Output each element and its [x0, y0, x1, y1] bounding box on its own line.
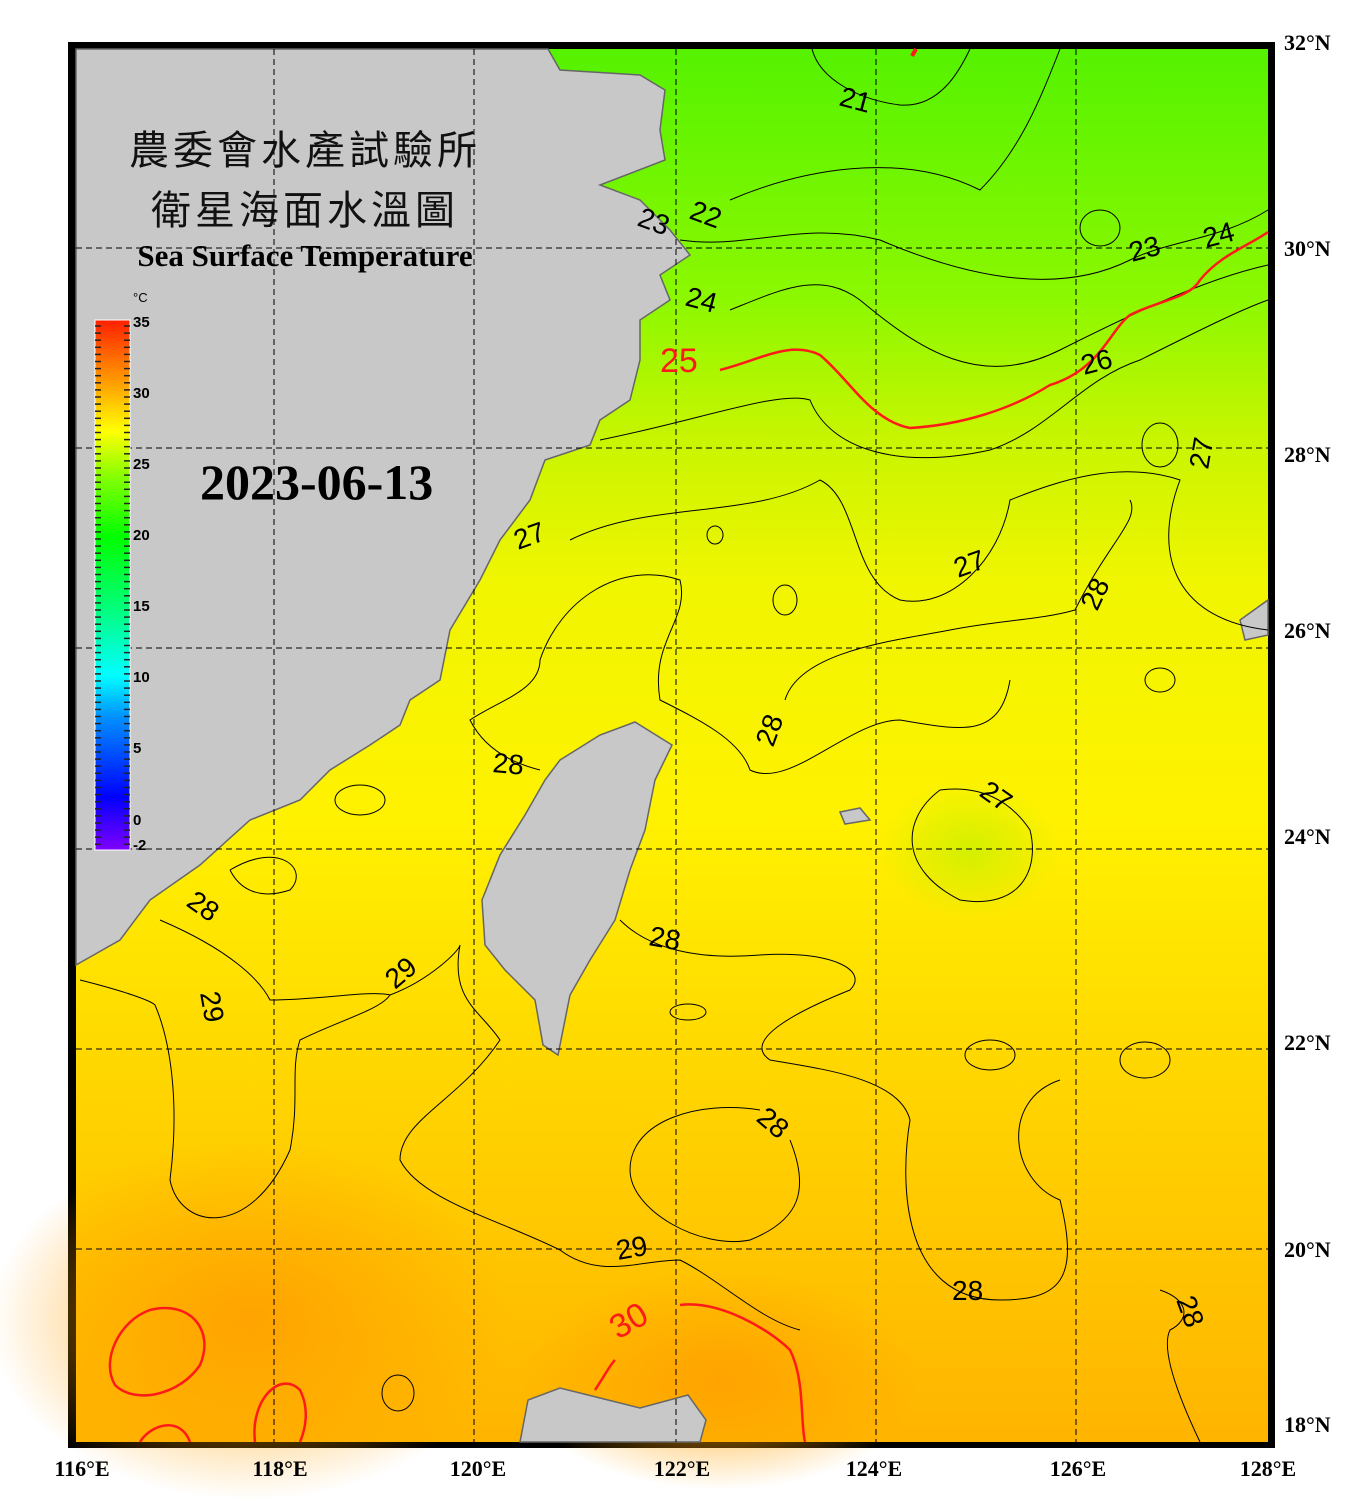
contour-label-28: 28	[647, 920, 683, 956]
highlight-isotherms	[108, 48, 1269, 1443]
isotherm-29c	[79, 979, 391, 1219]
isotherm-21	[811, 48, 971, 106]
longitude-label: 126°E	[1049, 1456, 1107, 1481]
luzon	[519, 1387, 707, 1443]
isotherm-28c	[619, 919, 1068, 1301]
latitude-label: 24°N	[1284, 824, 1331, 849]
colorbar-unit: °C	[133, 290, 148, 305]
longitude-label: 122°E	[653, 1456, 711, 1481]
isotherm-30-b	[253, 1382, 307, 1443]
isotherm-29b	[159, 919, 391, 1001]
longitude-label: 128°E	[1239, 1456, 1297, 1481]
colorbar-tick-label: 35	[133, 314, 150, 331]
isotherm-30-e	[593, 1359, 616, 1391]
colorbar-tick-label: 5	[133, 740, 142, 757]
longitude-label: 124°E	[845, 1456, 903, 1481]
isotherm-28e	[229, 856, 297, 895]
colorbar-tick-label: -2	[133, 837, 147, 854]
china-coast	[75, 48, 692, 967]
isotherm-28	[784, 499, 1133, 701]
colorbar-tick-label: 30	[133, 385, 150, 402]
contour-label-27: 27	[1183, 435, 1219, 471]
title-english: Sea Surface Temperature	[137, 238, 473, 273]
isotherm-28b	[469, 574, 1011, 775]
contour-label-29: 29	[194, 989, 230, 1025]
colorbar	[94, 319, 131, 851]
contour-label-28: 28	[491, 747, 525, 781]
island	[1239, 598, 1269, 641]
latitude-label: 32°N	[1284, 30, 1331, 55]
colorbar-tick-label: 10	[133, 669, 150, 686]
isotherm-29	[389, 944, 801, 1331]
latitude-label: 22°N	[1284, 1030, 1331, 1055]
latitude-label: 20°N	[1284, 1237, 1331, 1262]
grid-lines	[76, 49, 1268, 1442]
longitude-label: 118°E	[252, 1456, 308, 1481]
colorbar-tick-label: 15	[133, 598, 150, 615]
latitude-label: 28°N	[1284, 442, 1331, 467]
latitude-label: 18°N	[1284, 1412, 1331, 1437]
isotherm-26	[599, 299, 1269, 459]
contour-label-25: 25	[660, 342, 698, 380]
island	[838, 807, 872, 825]
contour-label-28: 28	[952, 1275, 983, 1306]
isotherm-30-c	[138, 1424, 192, 1443]
colorbar-tick-label: 25	[133, 456, 150, 473]
isotherm-25	[719, 230, 1269, 430]
colorbar-tick-label: 0	[133, 812, 142, 829]
title-line-1: 農委會水產試驗所	[129, 128, 481, 174]
isotherm-30-a	[108, 1306, 206, 1397]
colorbar-tick-label: 20	[133, 527, 150, 544]
latitude-label: 30°N	[1284, 236, 1331, 261]
isotherm-27	[569, 471, 1269, 631]
isotherm-22	[729, 48, 1061, 201]
title-line-2: 衛星海面水溫圖	[151, 188, 459, 234]
isotherm-30-d	[679, 1303, 807, 1443]
contour-label-29: 29	[614, 1230, 650, 1266]
land	[75, 48, 1269, 1443]
longitude-label: 120°E	[449, 1456, 507, 1481]
taiwan	[481, 721, 673, 1057]
isotherm-27-loop	[911, 788, 1033, 902]
latitude-label: 26°N	[1284, 618, 1331, 643]
isotherm-28f	[1159, 1289, 1201, 1443]
longitude-label: 116°E	[54, 1456, 110, 1481]
isotherm-28d	[629, 1107, 801, 1242]
map-date: 2023-06-13	[200, 454, 434, 510]
isotherm-23	[679, 209, 1269, 280]
isotherms	[79, 48, 1269, 1443]
